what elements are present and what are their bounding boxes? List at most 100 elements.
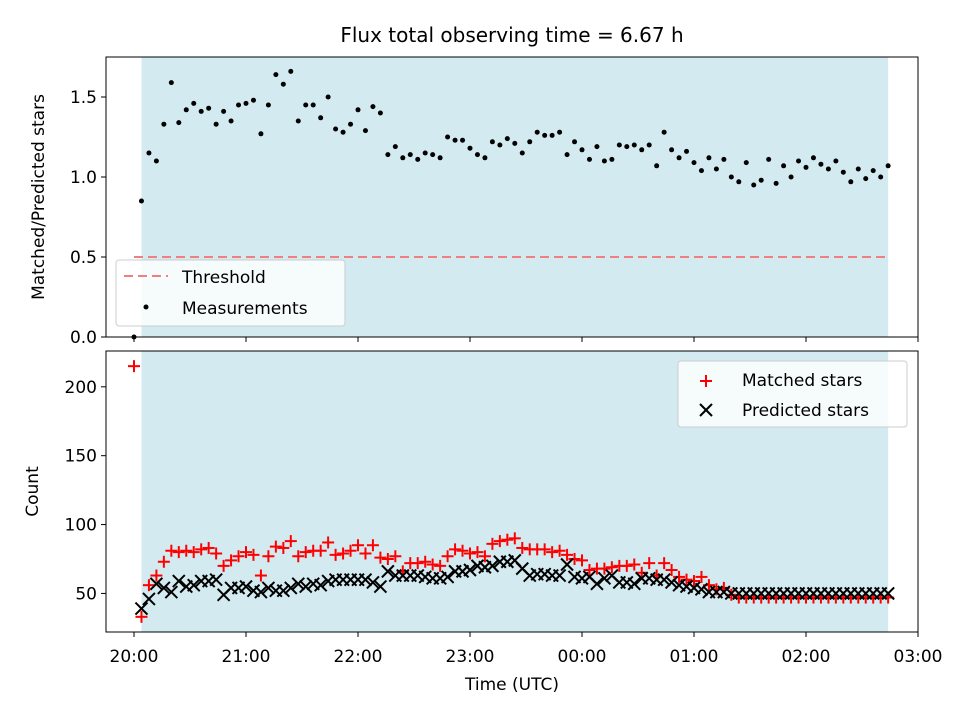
predicted-star-point xyxy=(657,572,671,587)
measurement-point xyxy=(788,174,794,180)
predicted-star-point xyxy=(157,581,171,595)
matched-star-point xyxy=(441,550,454,563)
top-y-axis-label: Matched/Predicted stars xyxy=(29,94,49,300)
matched-star-point xyxy=(471,546,484,559)
measurement-point xyxy=(228,118,234,124)
y-tick-label: 1.5 xyxy=(70,88,97,108)
matched-star-point xyxy=(419,555,432,568)
measurement-point xyxy=(400,155,406,161)
measurement-point xyxy=(467,145,473,151)
measurement-point xyxy=(586,156,592,162)
measurement-point xyxy=(698,168,704,174)
matched-star-point xyxy=(628,558,641,571)
measurement-point xyxy=(855,166,861,172)
measurement-point xyxy=(601,158,607,164)
matched-star-point xyxy=(202,541,215,554)
matched-star-point xyxy=(187,546,200,559)
top-plot-frame xyxy=(105,56,919,338)
matched-star-point xyxy=(434,559,447,572)
measurement-point xyxy=(161,121,167,127)
top-y-ticks: 0.0 0.5 1.0 1.5 xyxy=(70,88,106,348)
matched-star-point xyxy=(389,550,402,563)
measurement-point xyxy=(743,160,749,166)
matched-star-point xyxy=(240,546,252,559)
matched-star-point xyxy=(128,360,140,373)
y-tick-label: 50 xyxy=(75,584,97,604)
matched-star-point xyxy=(322,536,335,549)
y-tick-label: 1.0 xyxy=(70,168,97,188)
legend-matched-label: Matched stars xyxy=(742,371,862,391)
legend-matched-swatch xyxy=(700,375,712,387)
predicted-star-point xyxy=(552,568,567,583)
matched-star-point xyxy=(516,541,529,554)
measurement-point xyxy=(736,179,742,185)
y-tick-label: 0.5 xyxy=(70,248,97,268)
matched-star-point xyxy=(195,543,208,556)
measurement-point xyxy=(258,131,264,137)
predicted-star-point xyxy=(664,575,679,590)
measurement-point xyxy=(796,158,802,164)
matched-star-point xyxy=(337,547,350,560)
measurement-point xyxy=(482,155,488,161)
predicted-star-point xyxy=(134,601,149,616)
matched-star-point xyxy=(225,554,238,567)
predicted-star-point xyxy=(291,577,305,591)
measurement-point xyxy=(407,152,413,158)
measurement-point xyxy=(631,142,637,148)
measurement-point xyxy=(810,155,816,161)
measurement-point xyxy=(340,129,346,135)
bottom-plot-frame xyxy=(105,350,919,633)
matched-star-point xyxy=(464,547,476,560)
x-tick-label: 23:00 xyxy=(446,647,495,667)
matched-star-point xyxy=(344,544,357,557)
measurement-point xyxy=(766,156,772,162)
measurement-point xyxy=(572,139,578,145)
top-x-ticks xyxy=(133,337,919,342)
predicted-star-point xyxy=(560,557,574,572)
predicted-star-point xyxy=(597,571,612,585)
measurement-points xyxy=(131,68,891,340)
x-axis-label: Time (UTC) xyxy=(464,675,559,695)
measurement-point xyxy=(557,129,563,135)
measurement-point xyxy=(519,150,525,156)
measurement-point xyxy=(206,105,212,111)
matched-star-point xyxy=(352,539,364,552)
measurement-point xyxy=(221,108,227,114)
predicted-star-point xyxy=(142,592,156,606)
matched-star-point xyxy=(217,559,230,572)
matched-star-point xyxy=(508,532,521,545)
measurement-point xyxy=(422,150,428,156)
predicted-star-point xyxy=(276,583,291,598)
matched-star-point xyxy=(643,557,656,570)
measurement-point xyxy=(452,137,458,143)
predicted-star-point xyxy=(239,579,253,594)
matched-star-point xyxy=(284,535,297,548)
measurement-point xyxy=(348,121,354,127)
measurement-point xyxy=(721,156,727,162)
measurement-point xyxy=(474,152,480,158)
measurement-point xyxy=(527,139,533,145)
predicted-star-point xyxy=(164,585,179,599)
measurement-point xyxy=(542,132,548,138)
matched-star-point xyxy=(426,558,439,571)
legend-measurements-swatch xyxy=(143,304,149,310)
measurement-point xyxy=(295,118,301,124)
measurement-point xyxy=(310,102,316,108)
measurement-point xyxy=(250,97,256,103)
matched-star-point xyxy=(135,610,148,623)
measurement-point xyxy=(706,155,712,161)
measurement-point xyxy=(661,129,667,135)
predicted-stars-points xyxy=(134,553,895,616)
measurement-point xyxy=(534,129,540,135)
measurement-point xyxy=(243,100,249,106)
measurement-point xyxy=(825,166,831,172)
predicted-star-point xyxy=(881,586,895,601)
measurement-point xyxy=(579,147,585,153)
measurement-point xyxy=(624,144,630,150)
x-tick-label: 03:00 xyxy=(894,647,943,667)
matched-star-point xyxy=(538,543,551,556)
measurement-point xyxy=(691,160,697,166)
measurement-point xyxy=(773,180,779,186)
measurement-point xyxy=(362,128,368,134)
measurement-point xyxy=(333,126,339,132)
